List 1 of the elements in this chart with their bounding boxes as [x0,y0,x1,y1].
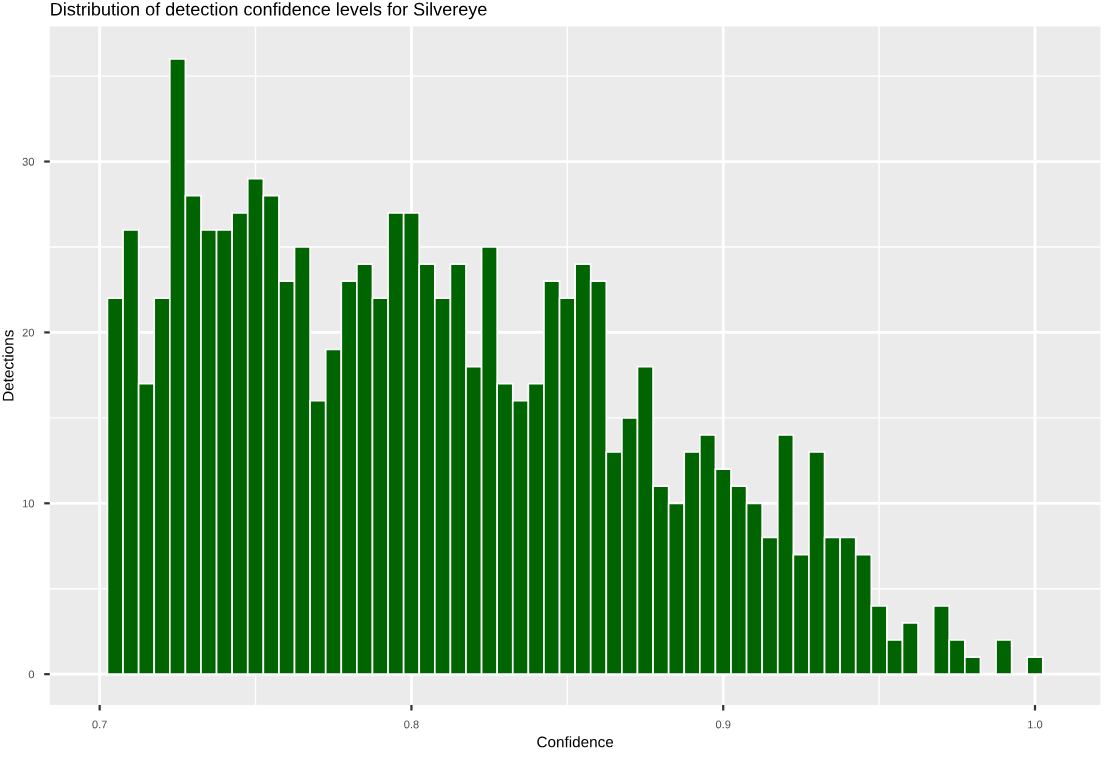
chart-title: Distribution of detection confidence levels for Silvereye [51,2,487,20]
